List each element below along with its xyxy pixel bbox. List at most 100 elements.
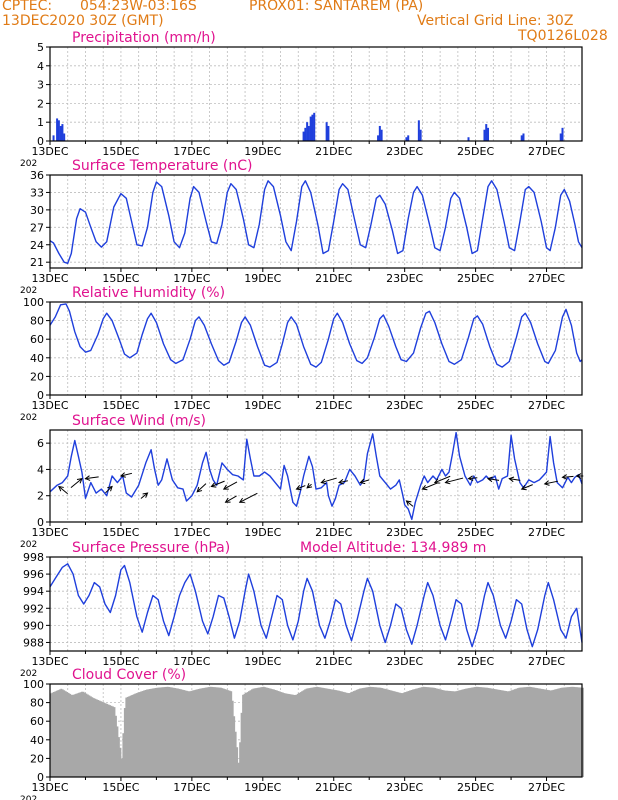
cloud-bar	[57, 690, 60, 777]
x-tick-label: 25DEC	[457, 526, 494, 539]
header-site-name: PROX01: SANTAREM (PA)	[249, 0, 424, 14]
cloud-bar	[218, 687, 221, 777]
cloud-bar	[339, 691, 342, 777]
cloud-bar	[493, 688, 496, 777]
header-run-date: 13DEC2020 30Z (GMT)	[2, 13, 164, 29]
cloud-bar	[277, 691, 280, 777]
cloud-bar	[147, 689, 150, 777]
precip-bar	[485, 124, 488, 141]
y-tick-label: 60	[30, 715, 44, 728]
cloud-bar	[320, 687, 323, 777]
cloud-bar	[386, 689, 389, 777]
cloud-bar	[508, 691, 510, 777]
y-tick-label: 4	[37, 60, 44, 73]
cloud-bar	[252, 688, 255, 777]
cloud-bar	[443, 690, 445, 777]
cloud-bar	[92, 698, 95, 777]
cloud-bar	[525, 687, 528, 777]
cloud-bar	[459, 690, 462, 777]
cloud-bar	[471, 687, 474, 777]
y-tick-label: 996	[23, 568, 44, 581]
cloud-bar	[166, 686, 169, 777]
cloud-bar	[110, 705, 113, 777]
plot-background	[50, 557, 582, 651]
y-tick-label: 36	[30, 169, 44, 182]
precip-bar	[306, 122, 309, 141]
cloud-bar	[558, 688, 561, 777]
cloud-bar	[243, 693, 246, 777]
cloud-bar	[289, 694, 292, 777]
cloud-bar	[451, 691, 454, 777]
cloud-bar	[174, 688, 177, 777]
wind-arrow	[296, 485, 306, 490]
precip-bar	[419, 129, 422, 141]
cloud-bar	[81, 691, 83, 777]
header-coordinates: 054:23W-03:16S	[80, 0, 197, 14]
cloud-bar	[270, 688, 273, 777]
precip-bar	[311, 114, 314, 141]
x-tick-label: 19DEC	[244, 781, 281, 794]
y-tick-label: 3	[37, 79, 44, 92]
panel-1	[46, 46, 583, 145]
cloud-bar	[134, 693, 137, 777]
cloud-bar	[388, 689, 391, 777]
cloud-bar	[116, 726, 119, 777]
panel-title: Cloud Cover (%)	[72, 667, 186, 683]
cloud-bar	[579, 687, 581, 777]
cloud-bar	[364, 687, 367, 777]
cloud-bar	[190, 690, 193, 777]
cloud-bar	[261, 687, 264, 777]
x-tick-label: 13DEC	[31, 526, 68, 539]
cloud-bar	[149, 689, 151, 777]
cloud-bar	[352, 691, 355, 777]
cloud-bar	[450, 691, 453, 777]
cloud-bar	[398, 692, 401, 777]
cloud-bar	[224, 689, 227, 777]
wind-arrow-head	[543, 480, 550, 486]
cloud-bar	[502, 690, 505, 777]
cloud-bar	[64, 691, 67, 777]
cloud-bar	[456, 690, 459, 777]
series-line	[49, 180, 583, 265]
cloud-bar	[171, 687, 174, 777]
cloud-bar	[361, 688, 364, 777]
precip-bar	[407, 135, 410, 141]
x-tick-label: 13DEC	[31, 781, 68, 794]
wind-arrow-head	[84, 475, 91, 481]
cloud-bar	[169, 687, 172, 777]
cloud-bar	[73, 694, 76, 777]
cloud-bar	[153, 688, 156, 777]
precip-bar	[302, 131, 305, 141]
cloud-bar	[249, 690, 252, 777]
x-tick-label: 27DEC	[528, 781, 565, 794]
cloud-bar	[172, 687, 175, 777]
wind-arrow	[58, 486, 68, 495]
y-tick-label: 992	[23, 602, 44, 615]
cloud-bar	[259, 687, 262, 777]
y-tick-label: 30	[30, 204, 44, 217]
cloud-bar	[69, 693, 72, 777]
x-tick-label: 25DEC	[457, 145, 494, 158]
x-tick-label: 19DEC	[244, 526, 281, 539]
x-tick-label: 19DEC	[244, 272, 281, 285]
cloud-bar	[518, 687, 521, 777]
cloud-bar	[549, 690, 552, 777]
cloud-bar	[79, 692, 82, 777]
cloud-bar	[496, 689, 499, 777]
precip-bar	[61, 124, 64, 141]
cloud-bar	[256, 687, 259, 777]
cloud-bar	[255, 688, 258, 777]
cloud-bar	[191, 690, 194, 777]
cloud-bar	[515, 688, 518, 777]
wind-arrow	[239, 492, 258, 503]
cloud-bar	[460, 689, 463, 777]
cloud-bar	[440, 689, 443, 777]
panel-6	[46, 683, 584, 781]
x-year-fragment: 202	[20, 795, 37, 800]
cloud-bar	[556, 688, 559, 777]
cloud-bar	[381, 688, 383, 777]
cloud-bar	[522, 687, 525, 777]
wind-arrow	[211, 480, 225, 487]
cloud-bar	[412, 689, 414, 777]
cloud-bar	[540, 688, 543, 777]
